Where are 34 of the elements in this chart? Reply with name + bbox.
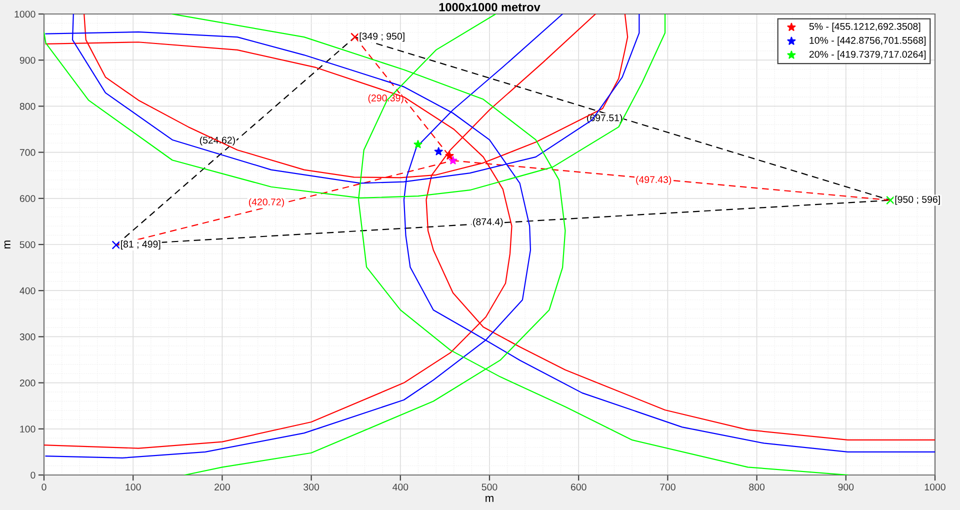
y-tick-label: 200 (20, 380, 36, 386)
x-tick-label: 300 (304, 484, 320, 490)
chart-title: 1000x1000 metrov (439, 2, 540, 12)
x-tick-label: 700 (660, 484, 676, 490)
x-tick-label: 900 (838, 484, 854, 490)
x-tick-label: 400 (392, 484, 408, 490)
y-tick-label: 400 (20, 287, 36, 294)
x-axis-title: m (486, 496, 494, 502)
legend-label: 10% - [442.8756,701.5568] (810, 36, 926, 46)
y-tick-label: 0 (30, 472, 36, 479)
x-tick-label: 500 (482, 484, 498, 490)
legend-label: 5% - [455.1212,692.3508] (809, 22, 920, 32)
series-label: (497.43) (636, 176, 672, 185)
x-tick-label: 1000 (924, 484, 946, 490)
series-label: (874.4) (473, 218, 503, 228)
y-tick-label: 100 (20, 426, 36, 433)
y-tick-label: 300 (20, 333, 36, 340)
x-tick-label: 600 (570, 484, 586, 490)
y-tick-label: 800 (20, 102, 36, 110)
series-label: (420.72) (248, 198, 284, 208)
x-tick-label: 800 (749, 484, 765, 490)
y-tick-label: 1000 (14, 10, 36, 18)
y-tick-label: 600 (20, 195, 36, 202)
annotation: [950 ; 596] (895, 196, 940, 205)
legend-label: 20% - [419.7379,717.0264] (809, 50, 926, 60)
annotation: [349 ; 950] (360, 32, 404, 42)
x-tick-label: 100 (126, 484, 141, 490)
y-tick-label: 700 (20, 149, 36, 156)
x-tick-label: 0 (42, 484, 46, 490)
y-tick-label: 900 (20, 56, 36, 64)
y-tick-label: 500 (20, 241, 36, 248)
annotation: [81 ; 499] (121, 240, 160, 250)
y-axis-title: m (4, 240, 10, 248)
x-tick-label: 200 (214, 484, 230, 490)
